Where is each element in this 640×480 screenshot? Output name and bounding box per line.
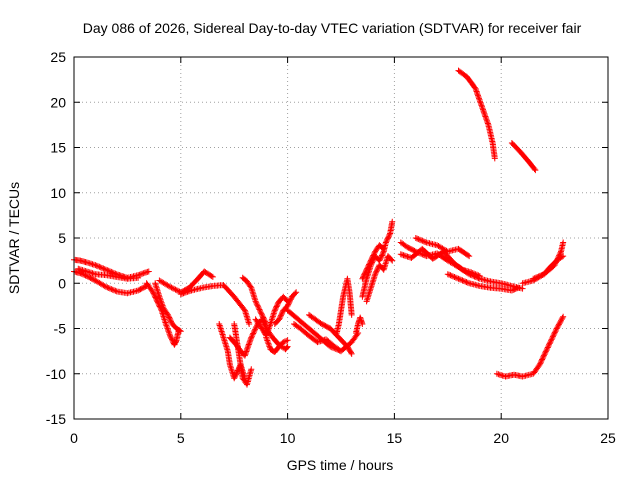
series-seg7 xyxy=(177,282,253,327)
data-marker-path xyxy=(291,321,344,355)
x-tick-label: 10 xyxy=(280,430,296,446)
data-marker-path xyxy=(493,313,567,380)
y-tick-label: -5 xyxy=(54,321,67,337)
series-seg10 xyxy=(231,321,255,388)
y-tick-label: 15 xyxy=(50,140,66,156)
series-seg19 xyxy=(353,314,366,336)
data-marker-path xyxy=(306,311,355,357)
data-marker-path xyxy=(231,321,255,388)
series-seg18 xyxy=(333,275,355,336)
series-seg22 xyxy=(359,242,387,282)
x-axis-label: GPS time / hours xyxy=(287,457,394,473)
data-marker-path xyxy=(530,253,567,282)
data-marker-path xyxy=(444,271,522,294)
series-seg31 xyxy=(493,313,567,380)
data-marker-path xyxy=(455,67,498,162)
data-marker-path xyxy=(359,242,387,282)
data-marker-path xyxy=(263,334,291,355)
series-seg4 xyxy=(143,280,182,348)
y-tick-label: 20 xyxy=(50,94,66,110)
data-marker-path xyxy=(412,235,473,260)
plot-border xyxy=(73,56,609,420)
series-seg12 xyxy=(252,293,291,339)
y-tick-label: -10 xyxy=(46,366,66,382)
data-points xyxy=(71,67,567,388)
data-marker-path xyxy=(239,274,270,327)
y-tick-label: 5 xyxy=(58,230,66,246)
data-marker-path xyxy=(353,314,366,336)
series-seg11 xyxy=(239,274,270,327)
series-seg14 xyxy=(271,289,300,327)
series-seg26 xyxy=(444,271,522,294)
series-seg28 xyxy=(530,253,567,282)
data-marker-path xyxy=(363,253,396,305)
y-axis-label: SDTVAR / TECUs xyxy=(6,182,22,294)
x-tick-label: 20 xyxy=(493,430,509,446)
grid-lines xyxy=(74,57,608,419)
y-tick-label: 25 xyxy=(50,49,66,65)
x-tick-label: 0 xyxy=(70,430,78,446)
y-tick-label: 10 xyxy=(50,185,66,201)
x-tick-label: 15 xyxy=(387,430,403,446)
data-marker-path xyxy=(177,282,253,327)
series-seg29 xyxy=(455,67,498,162)
data-marker-path xyxy=(397,239,526,292)
x-tick-label: 5 xyxy=(177,430,185,446)
series-seg16 xyxy=(291,321,344,355)
y-tick-label: 0 xyxy=(58,275,66,291)
series-seg27 xyxy=(519,239,567,287)
series-seg23 xyxy=(397,239,526,292)
series-seg21 xyxy=(363,253,396,305)
series-seg30 xyxy=(508,140,539,174)
data-marker-path xyxy=(271,289,300,327)
series-seg13 xyxy=(263,334,291,355)
series-seg3 xyxy=(75,265,142,282)
data-marker-path xyxy=(152,280,184,335)
data-marker-path xyxy=(508,140,539,174)
data-marker-path xyxy=(252,293,291,339)
x-tick-label: 25 xyxy=(600,430,616,446)
data-marker-path xyxy=(333,275,355,336)
data-marker-path xyxy=(75,265,142,282)
series-seg25 xyxy=(412,235,473,260)
series-seg5 xyxy=(152,280,184,335)
data-marker-path xyxy=(519,239,567,287)
tick-labels: 0 5 10 15 20 25 -15 -10 -5 0 5 10 15 20 25 xyxy=(46,49,616,446)
series-seg17 xyxy=(306,311,355,357)
data-marker-path xyxy=(143,280,182,348)
chart-title: Day 086 of 2026, Sidereal Day-to-day VTE… xyxy=(83,20,582,36)
y-tick-label: -15 xyxy=(46,411,66,427)
